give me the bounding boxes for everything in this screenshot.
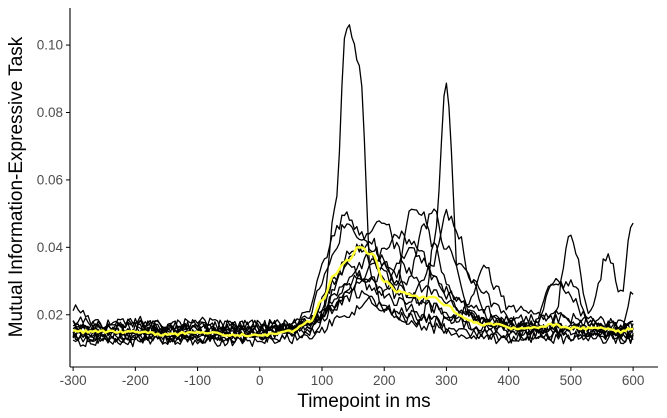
- x-axis-ticks: -300 -200 -100 0 100 200 300 400 500 600: [60, 367, 645, 388]
- y-tick-label: 0.10: [37, 38, 63, 53]
- x-tick-label: 100: [311, 373, 334, 388]
- x-tick-label: 300: [435, 373, 458, 388]
- y-tick-label: 0.02: [37, 307, 63, 322]
- series-line-11: [72, 279, 634, 346]
- x-tick-label: 200: [373, 373, 396, 388]
- x-tick-label: 600: [622, 373, 645, 388]
- y-tick-label: 0.04: [37, 240, 64, 255]
- x-axis-title: Timepoint in ms: [297, 391, 430, 412]
- y-axis-title: Mutual Information-Expressive Task: [6, 36, 27, 337]
- series-line-7: [72, 273, 634, 348]
- mean-line: [72, 246, 634, 338]
- x-tick-label: -200: [122, 373, 149, 388]
- x-tick-label: 400: [497, 373, 520, 388]
- series-line-12: [72, 245, 634, 340]
- mean-series-line: [72, 246, 634, 338]
- y-axis-ticks: 0.02 0.04 0.06 0.08 0.10: [37, 38, 70, 322]
- x-tick-label: -300: [60, 373, 87, 388]
- y-tick-label: 0.06: [37, 172, 63, 187]
- y-tick-label: 0.08: [37, 105, 63, 120]
- series-lines: [72, 24, 634, 348]
- x-tick-label: 500: [560, 373, 583, 388]
- series-line-10: [72, 264, 634, 334]
- x-tick-label: -100: [184, 373, 211, 388]
- x-tick-label: 0: [256, 373, 264, 388]
